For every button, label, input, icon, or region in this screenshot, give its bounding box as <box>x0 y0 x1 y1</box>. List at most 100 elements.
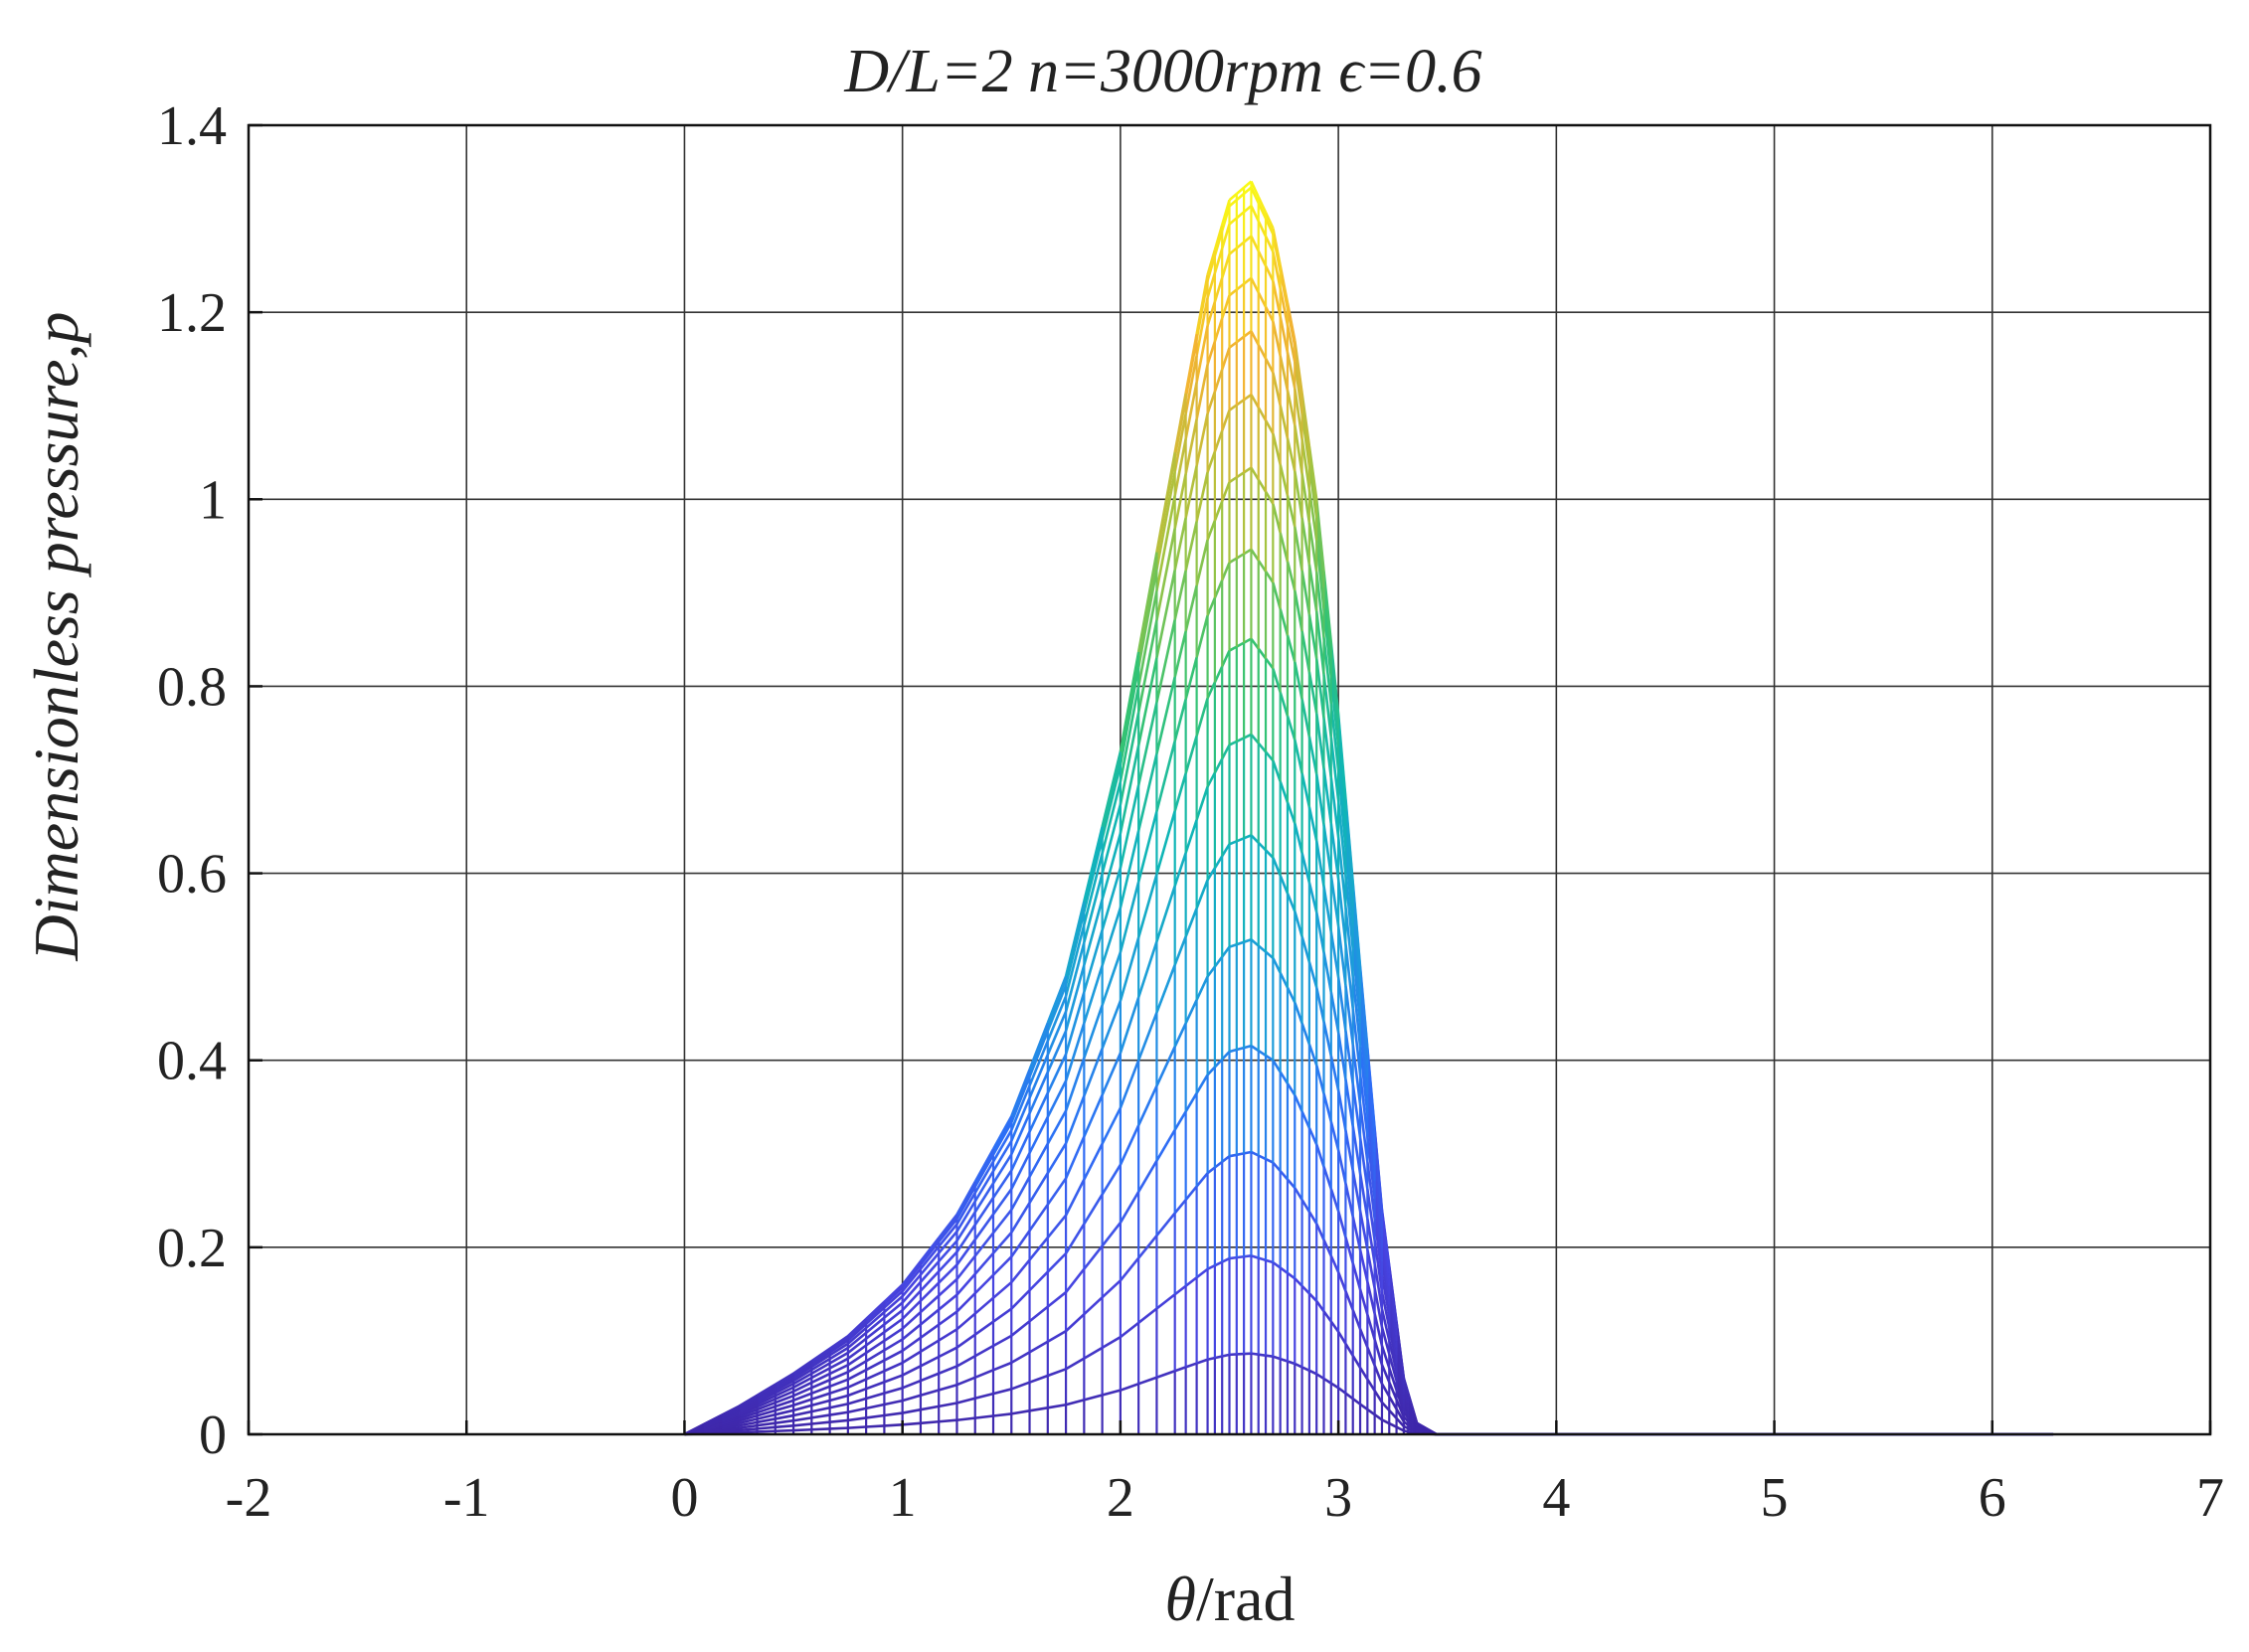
mesh-curve-segment <box>991 1209 1013 1235</box>
mesh-curve-segment <box>1243 393 1253 402</box>
mesh-curve-segment <box>1250 734 1260 744</box>
mesh-curve-segment <box>1344 1078 1355 1127</box>
mesh-curve-segment <box>1381 1418 1390 1425</box>
mesh-curve-segment <box>1010 1381 1030 1391</box>
mesh-curve-segment <box>1373 1413 1383 1421</box>
mesh-curve-segment <box>1010 1289 1031 1310</box>
mesh-curve-segment <box>829 1426 848 1430</box>
mesh-curve-segment <box>1046 1011 1068 1056</box>
mesh-curve-segment <box>992 1388 1012 1396</box>
mesh-curve-segment <box>1250 834 1260 844</box>
mesh-curve-segment <box>1322 886 1333 932</box>
mesh-curve-segment <box>1307 613 1318 659</box>
mesh-curve-segment <box>1195 471 1209 522</box>
mesh-curve-segment <box>1010 1351 1031 1365</box>
mesh-curve-segment <box>1155 964 1176 1014</box>
mesh-curve-segment <box>865 1370 885 1381</box>
mesh-curve-segment <box>1300 517 1311 566</box>
plot-frame <box>247 123 2212 1436</box>
mesh-curve-segment <box>955 1254 976 1280</box>
mesh-curve-segment <box>1119 651 1140 752</box>
mesh-curve-segment <box>1351 1170 1362 1212</box>
mesh-curve-segment <box>1300 1199 1310 1213</box>
mesh-curve-segment <box>1136 702 1158 786</box>
mesh-curve-segment <box>1064 1223 1086 1254</box>
mesh-curve-segment <box>1358 1022 1369 1094</box>
mesh-curve-segment <box>829 1371 849 1382</box>
mesh-curve-segment <box>956 1397 976 1404</box>
mesh-curve-segment <box>1083 838 1104 912</box>
mesh-curve-segment <box>1243 733 1252 740</box>
mesh-curve-segment <box>1322 1310 1332 1323</box>
mesh-curve-segment <box>1272 372 1282 407</box>
mesh-curve-segment <box>1213 224 1224 250</box>
mesh-curve-segment <box>1184 819 1198 854</box>
mesh-curve-segment <box>1336 1211 1347 1238</box>
mesh-curve-segment <box>1250 938 1260 947</box>
mesh-curve-segment <box>1136 619 1158 713</box>
mesh-curve-segment <box>1387 1340 1398 1373</box>
mesh-curve-segment <box>1294 1001 1303 1024</box>
mesh-curve-segment <box>1065 1399 1085 1406</box>
mesh-curve-segment <box>1136 657 1158 746</box>
mesh-curve-segment <box>1155 570 1176 658</box>
mesh-curve-segment <box>1358 1173 1369 1220</box>
mesh-curve-segment <box>1286 495 1297 528</box>
mesh-curve-segment <box>991 1188 1013 1216</box>
mesh-curve-segment <box>1214 1260 1223 1267</box>
mesh-curve-segment <box>1213 369 1224 393</box>
mesh-curve-segment <box>1119 1124 1140 1166</box>
mesh-curve-segment <box>1046 1252 1068 1273</box>
mesh-curve-segment <box>1213 855 1224 869</box>
mesh-curve-segment <box>1257 841 1267 852</box>
mesh-curve-segment <box>1173 473 1187 529</box>
mesh-curve-segment <box>955 1192 976 1226</box>
mesh-curve-segment <box>992 1281 1013 1299</box>
mesh-curve-segment <box>1294 822 1303 854</box>
mesh-curve-segment <box>1184 382 1198 439</box>
mesh-curve-segment <box>810 1357 831 1372</box>
mesh-curve-segment <box>1322 1166 1333 1190</box>
mesh-curve-segment <box>829 1378 849 1389</box>
mesh-curve-segment <box>775 1428 794 1433</box>
mesh-curve-segment <box>1120 1382 1139 1392</box>
mesh-curve-segment <box>1119 784 1140 869</box>
mesh-curve-segment <box>1213 230 1224 256</box>
mesh-curve-segment <box>1083 1244 1104 1270</box>
mesh-curve-segment <box>1314 911 1325 953</box>
mesh-curve-segment <box>1213 955 1224 968</box>
mesh-curve-segment <box>1329 677 1340 746</box>
mesh-curve-segment <box>1119 667 1140 765</box>
mesh-curve-segment <box>1047 1291 1067 1308</box>
mesh-curve-segment <box>1264 306 1275 322</box>
mesh-curve-segment <box>1250 637 1260 650</box>
mesh-curve-segment <box>1307 522 1318 573</box>
mesh-curve-segment <box>1136 552 1158 653</box>
mesh-curve-segment <box>1213 500 1224 522</box>
mesh-curve-segment <box>1314 499 1325 572</box>
mesh-curve-segment <box>1279 780 1290 803</box>
mesh-curve-segment <box>1395 1425 1405 1432</box>
mesh-curve-segment <box>1395 1407 1406 1422</box>
mesh-curve-segment <box>1250 1150 1260 1157</box>
mesh-curve-segment <box>1101 1052 1123 1095</box>
mesh-curve-segment <box>775 1390 794 1401</box>
x-tick-label: 2 <box>1107 1467 1134 1529</box>
mesh-curve-segment <box>1279 405 1290 439</box>
mesh-curve-segment <box>1380 1275 1391 1316</box>
mesh-curve-segment <box>991 1129 1013 1163</box>
mesh-curve-segment <box>1229 942 1238 948</box>
mesh-curve-segment <box>973 1213 995 1240</box>
pressure-mesh <box>683 180 2054 1436</box>
mesh-curve-segment <box>1329 776 1340 838</box>
mesh-curve-segment <box>973 1160 995 1194</box>
x-tick-label: 1 <box>889 1467 917 1529</box>
mesh-curve-segment <box>1307 961 1318 988</box>
mesh-curve-segment <box>757 1421 776 1427</box>
mesh-curve-segment <box>1119 1191 1140 1224</box>
mesh-curve-segment <box>1322 674 1333 738</box>
mesh-curve-segment <box>846 1318 868 1338</box>
mesh-curve-segment <box>1265 750 1275 762</box>
mesh-curve-segment <box>1046 984 1068 1032</box>
mesh-curve-segment <box>1279 972 1290 989</box>
